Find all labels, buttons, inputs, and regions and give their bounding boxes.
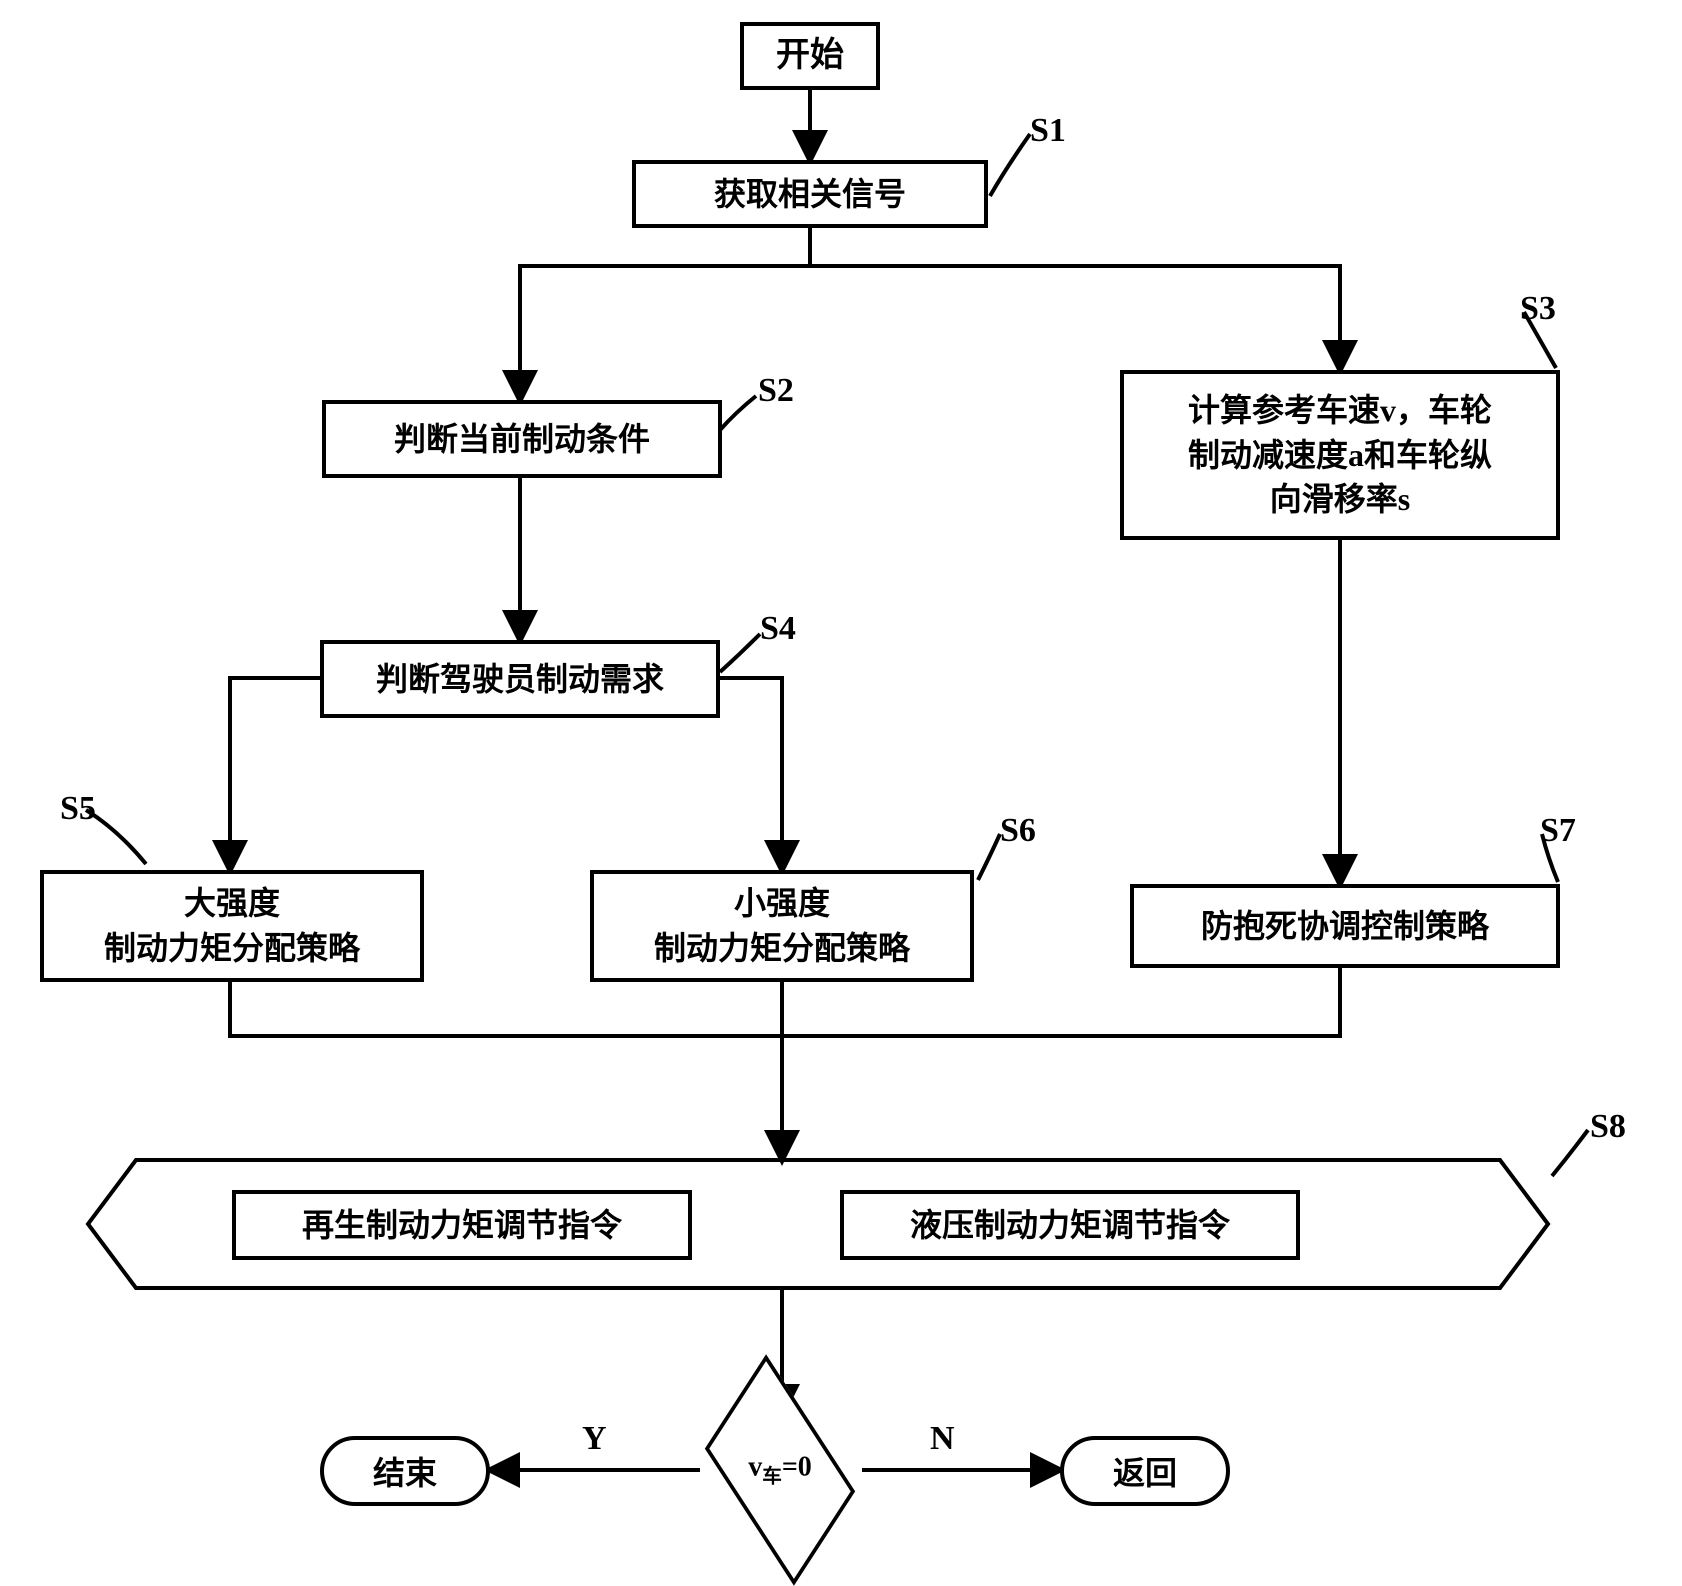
s8a-box: 再生制动力矩调节指令 — [232, 1190, 692, 1260]
s3-box: 计算参考车速v，车轮制动减速度a和车轮纵向滑移率s — [1120, 370, 1560, 540]
decision-diamond: v车=0 — [700, 1415, 860, 1525]
s7-box: 防抱死协调控制策略 — [1130, 884, 1560, 968]
s5-label: S5 — [60, 790, 96, 828]
connector-layer — [0, 0, 1682, 1573]
s4-text: 判断驾驶员制动需求 — [376, 657, 664, 702]
s6-text: 小强度制动力矩分配策略 — [654, 881, 910, 971]
s1-text: 获取相关信号 — [714, 172, 906, 217]
return-text: 返回 — [1113, 1448, 1177, 1494]
s4-label: S4 — [760, 610, 796, 648]
s5-text: 大强度制动力矩分配策略 — [104, 881, 360, 971]
s6-label: S6 — [1000, 812, 1036, 850]
end-terminator: 结束 — [320, 1436, 490, 1506]
s1-label: S1 — [1030, 112, 1066, 150]
s8b-text: 液压制动力矩调节指令 — [910, 1203, 1230, 1248]
s8b-box: 液压制动力矩调节指令 — [840, 1190, 1300, 1260]
branch-yes: Y — [582, 1420, 607, 1458]
start-box: 开始 — [740, 22, 880, 90]
s3-label: S3 — [1520, 290, 1556, 328]
s2-text: 判断当前制动条件 — [394, 417, 650, 462]
s6-box: 小强度制动力矩分配策略 — [590, 870, 974, 982]
s4-box: 判断驾驶员制动需求 — [320, 640, 720, 718]
s2-box: 判断当前制动条件 — [322, 400, 722, 478]
s7-text: 防抱死协调控制策略 — [1201, 904, 1489, 949]
s7-label: S7 — [1540, 812, 1576, 850]
s3-text: 计算参考车速v，车轮制动减速度a和车轮纵向滑移率s — [1188, 388, 1492, 522]
branch-no: N — [930, 1420, 955, 1458]
start-text: 开始 — [776, 32, 844, 80]
end-text: 结束 — [373, 1448, 437, 1494]
return-terminator: 返回 — [1060, 1436, 1230, 1506]
s1-box: 获取相关信号 — [632, 160, 988, 228]
s8a-text: 再生制动力矩调节指令 — [302, 1203, 622, 1248]
s5-box: 大强度制动力矩分配策略 — [40, 870, 424, 982]
s2-label: S2 — [758, 372, 794, 410]
s8-label: S8 — [1590, 1108, 1626, 1146]
